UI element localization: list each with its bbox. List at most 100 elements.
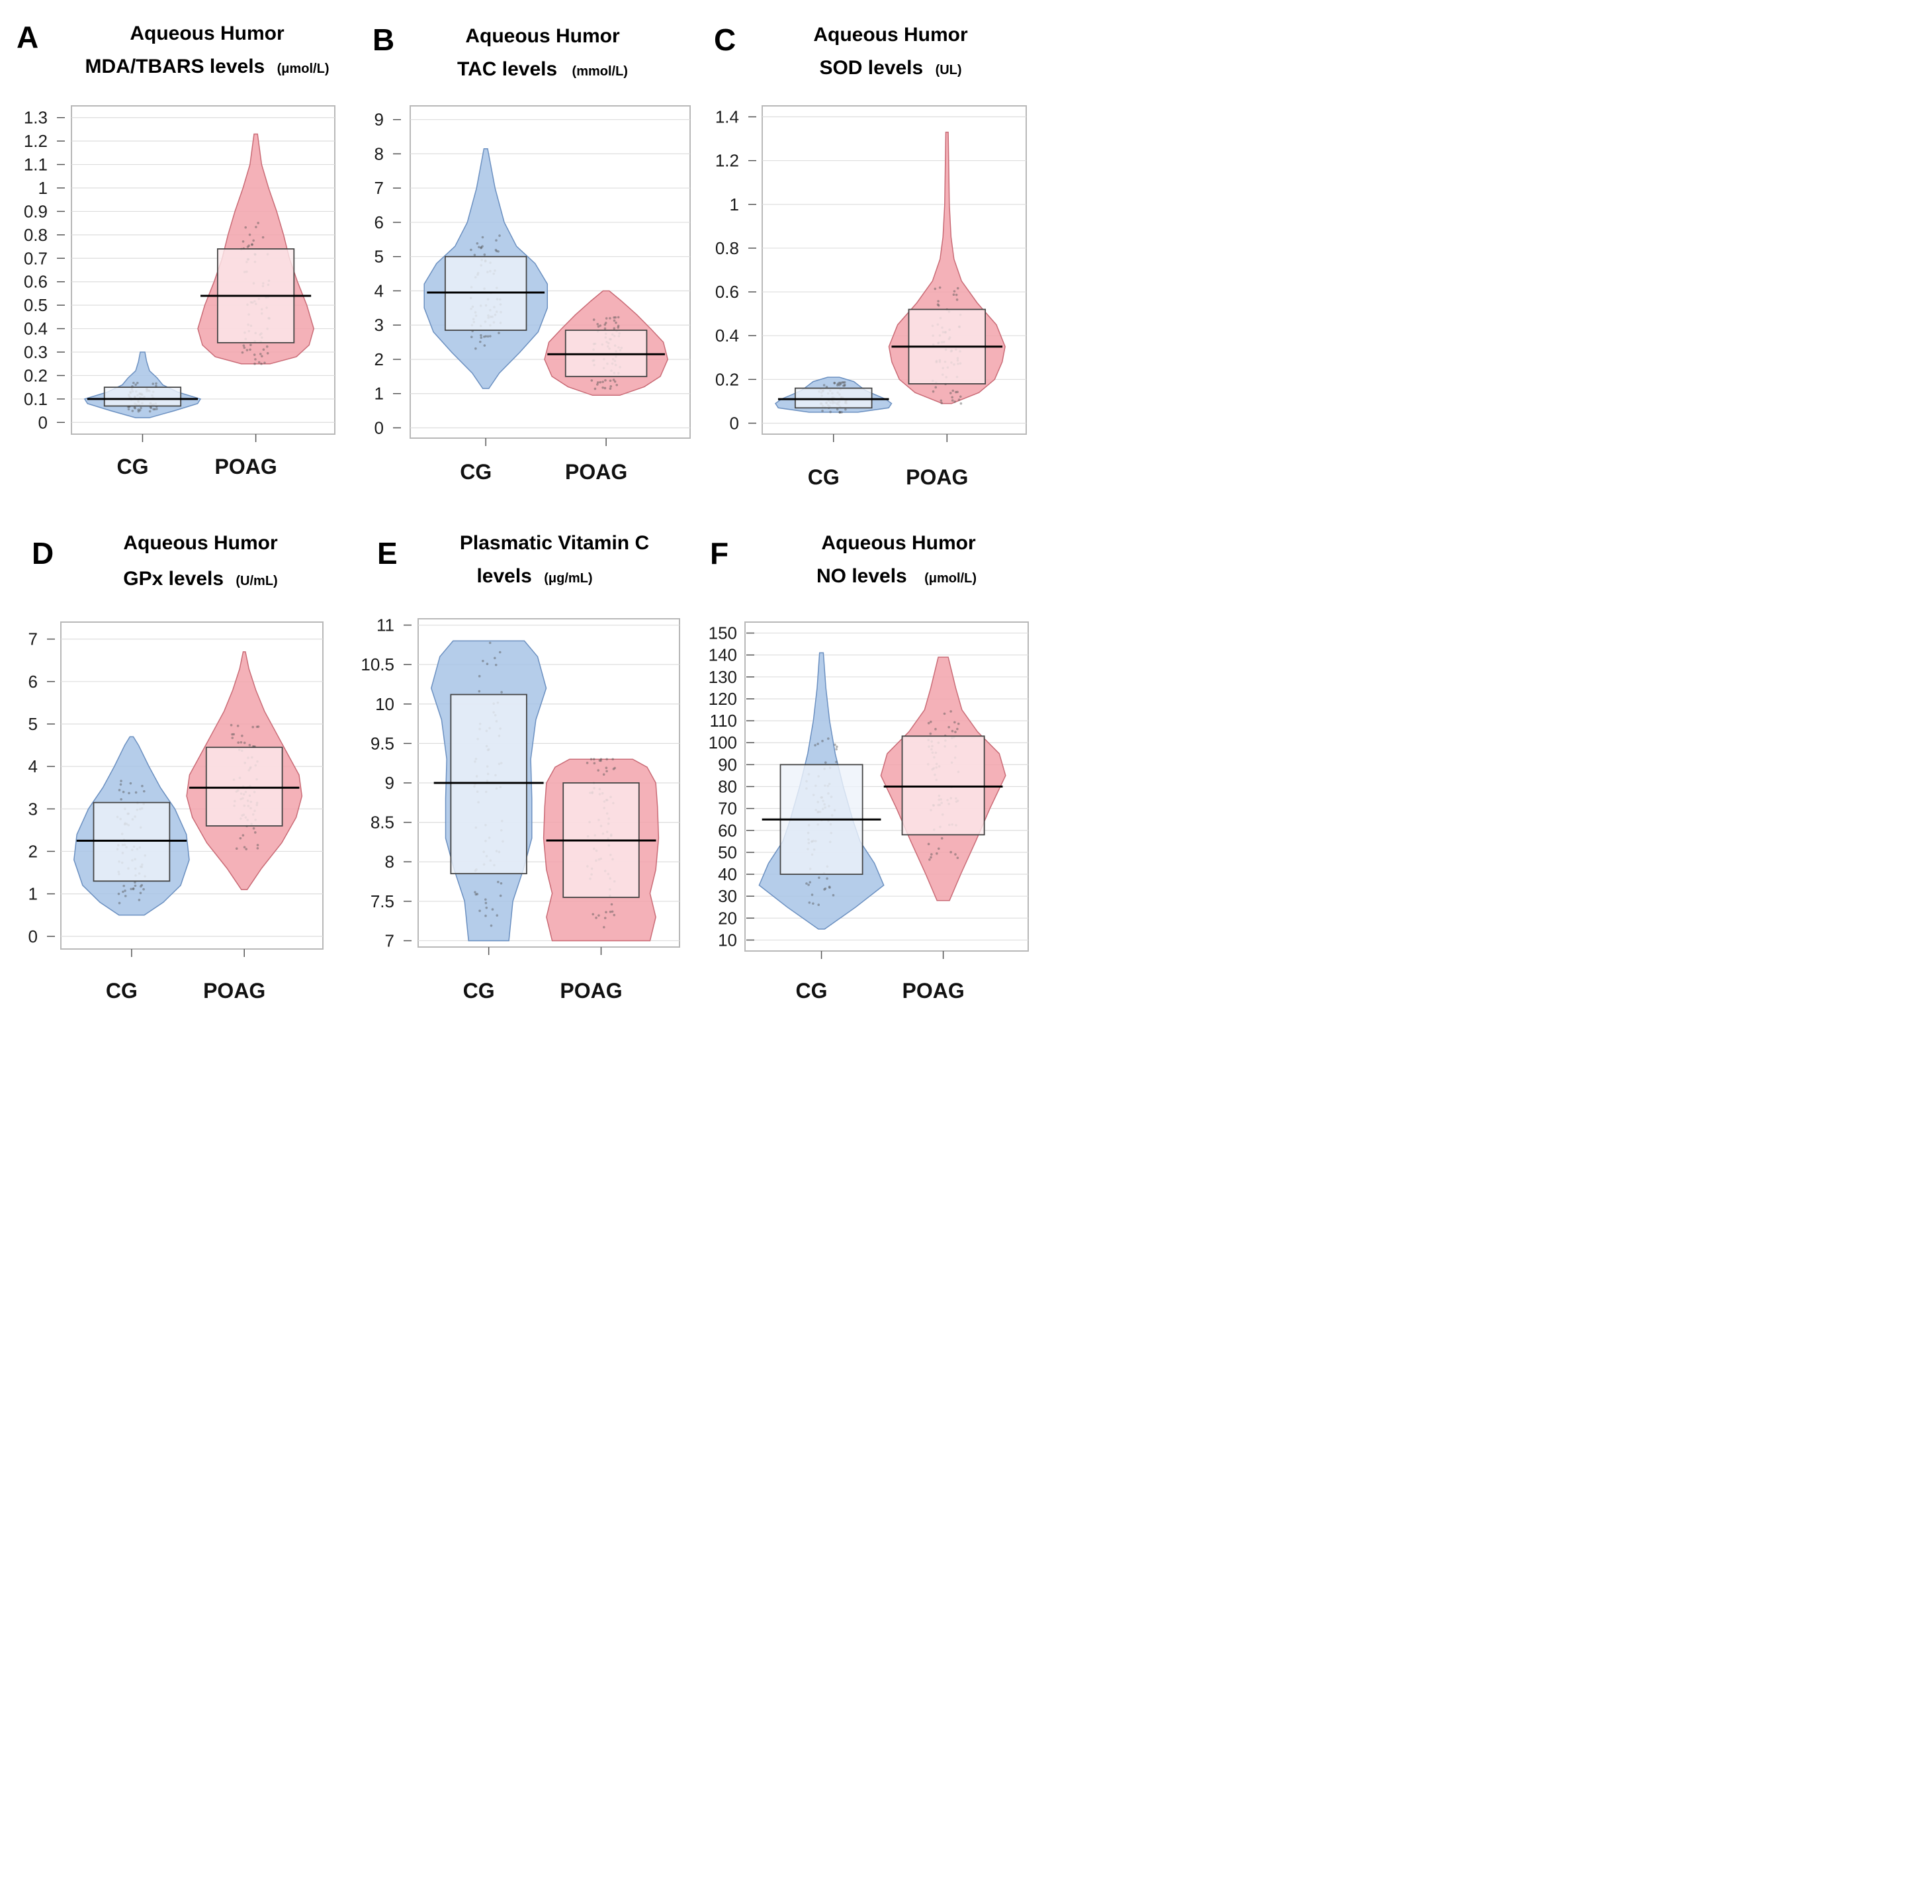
chart-unit: (mmol/L) xyxy=(572,64,628,79)
data-point xyxy=(152,408,155,411)
data-point xyxy=(603,926,605,929)
data-point xyxy=(495,239,498,242)
data-point xyxy=(470,336,473,338)
cg-iqr-box xyxy=(794,387,873,409)
chart-unit: (μg/mL) xyxy=(544,571,592,586)
data-point xyxy=(143,790,146,793)
y-tick-label: 1 xyxy=(374,384,384,404)
data-point xyxy=(617,316,620,319)
data-point xyxy=(266,351,269,355)
data-point xyxy=(491,908,494,911)
y-tick-label: 10 xyxy=(718,930,737,950)
chart-title-text: SOD levels xyxy=(819,57,923,79)
data-point xyxy=(251,725,254,729)
data-point xyxy=(231,733,234,736)
data-point xyxy=(839,381,842,385)
y-tick-label: 60 xyxy=(718,821,737,840)
data-point xyxy=(598,759,601,762)
y-tick-label: 9 xyxy=(374,110,384,130)
data-point xyxy=(844,408,847,411)
cg-iqr-box xyxy=(450,694,527,875)
data-point xyxy=(604,322,607,324)
data-point xyxy=(248,744,251,747)
data-point xyxy=(839,383,842,386)
data-point xyxy=(838,381,841,385)
data-point xyxy=(611,910,614,913)
data-point xyxy=(138,899,141,901)
panel-e: E Plasmatic Vitamin C levels (μg/mL) 111… xyxy=(361,532,680,1003)
data-point xyxy=(118,901,121,905)
y-tick-label: 2 xyxy=(374,349,384,369)
data-point xyxy=(940,837,944,840)
data-point xyxy=(259,353,262,355)
data-point xyxy=(155,385,157,387)
panel-d: D Aqueous Humor GPx levels (U/mL) 7 6 5 4 3 2… xyxy=(28,532,324,1003)
data-point xyxy=(134,881,136,884)
y-tick-label: 0 xyxy=(374,418,384,437)
data-point xyxy=(152,383,155,385)
data-point xyxy=(119,783,122,786)
data-point xyxy=(256,844,259,846)
x-category-label: POAG xyxy=(214,455,277,478)
panel-letter: B xyxy=(373,23,394,57)
data-point xyxy=(484,335,488,338)
data-point xyxy=(495,249,498,253)
data-point xyxy=(155,408,158,410)
data-point xyxy=(243,346,246,349)
data-point xyxy=(122,890,124,893)
data-point xyxy=(937,304,940,307)
chart-unit: (UL) xyxy=(936,63,962,77)
y-tick-label: 1 xyxy=(730,195,739,214)
data-point xyxy=(129,782,132,785)
data-point xyxy=(612,768,615,770)
data-point xyxy=(605,766,608,770)
data-point xyxy=(842,381,845,384)
data-point xyxy=(840,411,843,414)
data-point xyxy=(497,250,500,253)
data-point xyxy=(601,381,604,383)
data-point xyxy=(485,906,488,909)
chart-title-line2: SOD levels (UL) xyxy=(819,57,961,79)
data-point xyxy=(936,852,938,855)
data-point xyxy=(257,361,261,364)
data-point xyxy=(470,248,472,251)
data-point xyxy=(609,385,613,388)
data-point xyxy=(120,780,122,782)
data-point xyxy=(127,408,130,411)
data-point xyxy=(489,335,492,338)
plot-area: 1.4 1.2 1 0.8 0.6 0.4 0.2 0 CG POAG xyxy=(715,105,1027,489)
data-point xyxy=(835,748,838,750)
data-point xyxy=(483,344,486,347)
data-point xyxy=(478,690,481,693)
data-point xyxy=(947,725,950,729)
data-point xyxy=(132,887,135,891)
panel-c: C Aqueous Humor SOD levels (UL) 1.4 1.2 1 0… xyxy=(714,23,1027,489)
data-point xyxy=(243,846,246,848)
data-point xyxy=(937,300,940,302)
data-point xyxy=(614,316,617,319)
y-tick-label: 2 xyxy=(28,841,38,861)
data-point xyxy=(244,226,247,229)
data-point xyxy=(124,889,126,892)
x-category-label: CG xyxy=(796,979,828,1003)
y-tick-label: 0.2 xyxy=(715,369,739,389)
chart-title-text: GPx levels xyxy=(123,568,224,590)
chart-title-line1: Aqueous Humor xyxy=(123,532,278,554)
plot-area: 7 6 5 4 3 2 1 0 CG POAG xyxy=(28,621,324,1003)
data-point xyxy=(242,834,245,837)
data-point xyxy=(132,887,135,890)
data-point xyxy=(254,358,257,361)
chart-title-line2: MDA/TBARS levels (μmol/L) xyxy=(85,56,329,77)
data-point xyxy=(953,400,956,403)
data-point xyxy=(499,894,502,897)
data-point xyxy=(240,741,243,744)
data-point xyxy=(951,389,955,392)
data-point xyxy=(122,884,126,887)
data-point xyxy=(828,886,831,889)
data-point xyxy=(956,727,959,731)
y-tick-label: 8 xyxy=(385,852,394,872)
data-point xyxy=(949,710,952,713)
y-tick-label: 7 xyxy=(385,930,394,950)
y-tick-label: 0 xyxy=(38,412,48,432)
data-point xyxy=(959,402,963,405)
